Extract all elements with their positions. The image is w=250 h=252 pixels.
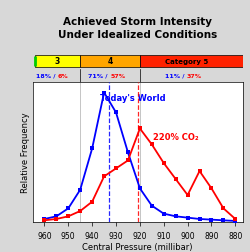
Y-axis label: Relative Frequency: Relative Frequency <box>21 112 30 192</box>
Bar <box>140 55 242 68</box>
Text: 71% /: 71% / <box>88 74 110 79</box>
Text: 57%: 57% <box>110 74 125 79</box>
Text: Today's World: Today's World <box>100 94 166 103</box>
X-axis label: Central Pressure (millibar): Central Pressure (millibar) <box>82 242 193 251</box>
Text: Category 5: Category 5 <box>165 58 208 65</box>
Text: 6%: 6% <box>58 74 68 79</box>
Text: 18% /: 18% / <box>36 74 58 79</box>
Text: 220% CO₂: 220% CO₂ <box>153 133 198 142</box>
Bar <box>80 55 140 68</box>
Text: 37%: 37% <box>186 74 202 79</box>
Text: 11% /: 11% / <box>165 74 186 79</box>
Text: Achieved Storm Intensity
Under Idealized Conditions: Achieved Storm Intensity Under Idealized… <box>58 17 217 40</box>
Text: 4: 4 <box>108 57 113 66</box>
Bar <box>35 55 80 68</box>
Text: 3: 3 <box>55 57 60 66</box>
